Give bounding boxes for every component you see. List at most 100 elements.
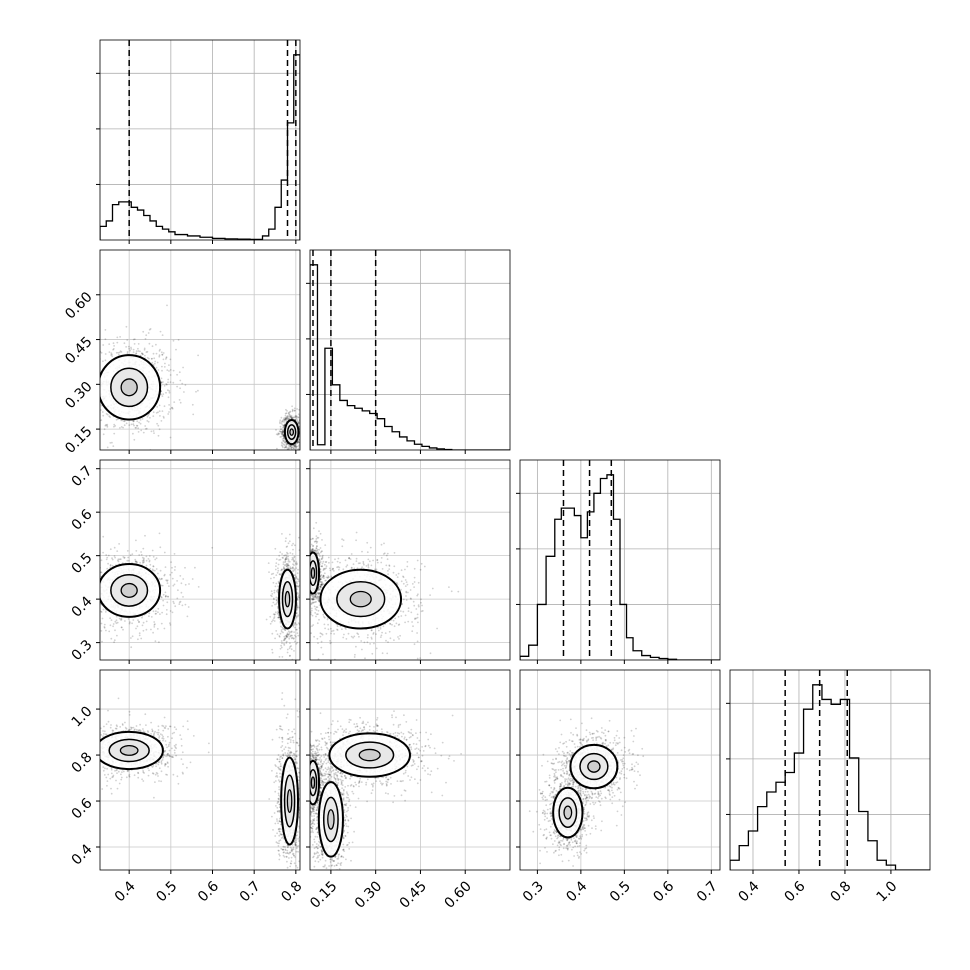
scatter-point — [89, 574, 91, 576]
scatter-point — [345, 638, 348, 640]
scatter-point — [100, 610, 102, 613]
scatter-point — [275, 433, 278, 436]
scatter-point — [320, 646, 323, 649]
scatter-point — [338, 568, 340, 571]
scatter-point — [290, 414, 293, 417]
scatter-point — [413, 581, 416, 583]
scatter-point — [290, 451, 292, 453]
scatter-point — [153, 357, 156, 360]
scatter-point — [293, 445, 296, 447]
scatter-point — [172, 369, 175, 372]
scatter-point — [291, 446, 293, 449]
scatter-point — [306, 564, 308, 566]
scatter-point — [280, 569, 282, 572]
scatter-point — [275, 599, 278, 602]
scatter-point — [84, 406, 86, 408]
scatter-point — [275, 574, 278, 576]
scatter-point — [171, 566, 173, 569]
scatter-point — [118, 351, 121, 354]
scatter-point — [166, 579, 169, 582]
scatter-point — [94, 620, 96, 622]
scatter-point — [324, 579, 326, 582]
scatter-point — [149, 328, 152, 330]
scatter-point — [104, 329, 107, 331]
scatter-point — [137, 427, 140, 430]
scatter-point — [93, 588, 95, 590]
scatter-point — [410, 598, 412, 600]
scatter-point — [173, 553, 176, 555]
scatter-point — [93, 576, 95, 578]
scatter-point — [109, 548, 112, 551]
scatter-point — [137, 619, 139, 622]
scatter-point — [287, 558, 289, 560]
scatter-point — [115, 351, 118, 354]
scatter-point — [380, 561, 383, 564]
scatter-point — [336, 560, 339, 563]
scatter-point — [296, 572, 299, 575]
scatter-point — [298, 446, 300, 448]
scatter-point — [297, 585, 300, 588]
scatter-point — [319, 551, 322, 554]
scatter-point — [284, 417, 287, 420]
scatter-point — [378, 660, 380, 662]
scatter-point — [126, 550, 129, 552]
scatter-point — [271, 632, 274, 635]
scatter-point — [344, 559, 347, 562]
scatter-point — [321, 554, 324, 557]
scatter-point — [142, 558, 145, 561]
scatter-point — [297, 440, 299, 443]
scatter-point — [303, 578, 305, 580]
scatter-point — [289, 645, 292, 648]
scatter-point — [104, 424, 107, 427]
scatter-point — [289, 414, 291, 417]
scatter-point — [318, 592, 321, 594]
scatter-point — [147, 420, 150, 423]
scatter-point — [292, 566, 294, 569]
scatter-point — [176, 597, 179, 600]
scatter-point — [302, 591, 304, 593]
scatter-point — [112, 342, 115, 345]
scatter-point — [275, 429, 277, 431]
scatter-point — [298, 441, 300, 444]
scatter-point — [293, 650, 295, 652]
scatter-point — [152, 352, 155, 355]
scatter-point — [282, 430, 284, 433]
scatter-point — [398, 638, 400, 640]
scatter-point — [331, 568, 334, 571]
scatter-point — [332, 567, 334, 570]
scatter-point — [294, 443, 297, 446]
scatter-point — [289, 552, 292, 554]
scatter-point — [322, 613, 325, 616]
scatter-point — [397, 636, 399, 638]
scatter-point — [291, 567, 294, 570]
scatter-point — [293, 444, 295, 447]
scatter-point — [138, 554, 141, 556]
scatter-point — [154, 613, 157, 615]
scatter-point — [279, 558, 282, 561]
scatter-point — [311, 614, 314, 617]
scatter-point — [274, 637, 276, 640]
scatter-point — [287, 452, 289, 454]
scatter-point — [162, 381, 164, 383]
scatter-point — [303, 555, 305, 557]
scatter-point — [291, 556, 294, 559]
scatter-point — [281, 453, 283, 455]
scatter-point — [302, 443, 304, 445]
scatter-point — [276, 571, 279, 574]
scatter-point — [286, 636, 289, 638]
scatter-point — [406, 583, 409, 586]
scatter-point — [283, 437, 285, 440]
scatter-point — [288, 655, 291, 657]
scatter-point — [306, 570, 308, 572]
scatter-point — [287, 555, 290, 558]
scatter-point — [301, 436, 303, 438]
scatter-point — [150, 616, 153, 618]
scatter-point — [283, 417, 285, 420]
scatter-point — [357, 633, 360, 636]
scatter-point — [306, 575, 308, 577]
scatter-point — [282, 429, 285, 432]
scatter-point — [414, 618, 416, 620]
scatter-point — [123, 556, 126, 559]
scatter-point — [275, 565, 277, 567]
